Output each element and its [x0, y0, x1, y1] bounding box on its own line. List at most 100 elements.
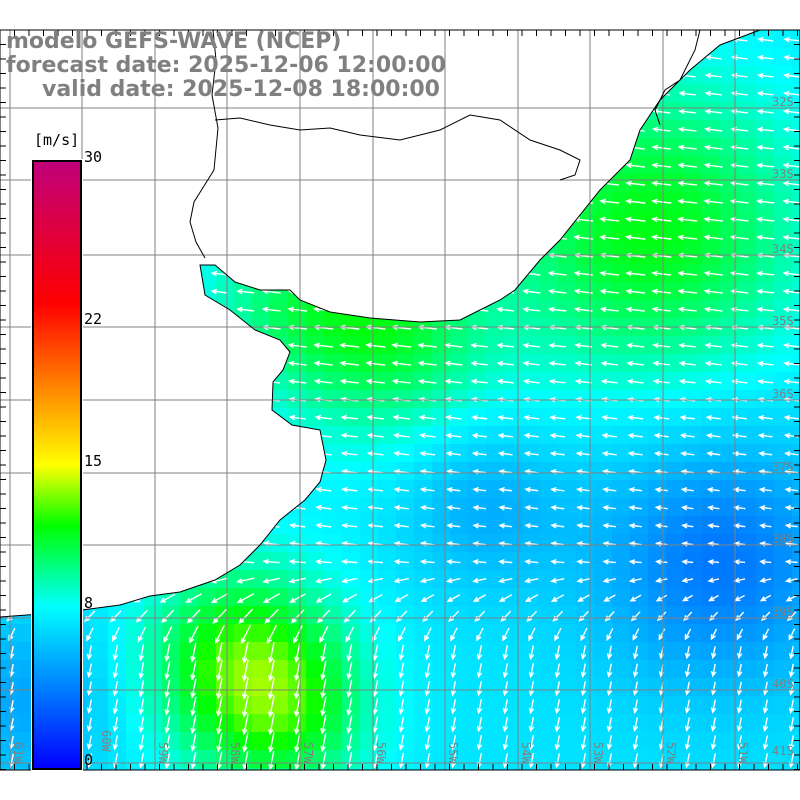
wind-arrow	[707, 577, 720, 583]
wind-arrow	[236, 593, 255, 604]
wind-arrow	[107, 162, 124, 169]
speed-cell	[540, 210, 559, 229]
speed-cell	[594, 606, 613, 625]
speed-cell	[774, 696, 793, 715]
speed-cell	[666, 498, 685, 517]
wind-arrow	[290, 609, 305, 624]
wind-arrow	[496, 162, 514, 169]
speed-cell	[306, 156, 325, 175]
wind-arrow	[185, 522, 202, 529]
wind-arrow	[184, 577, 203, 584]
wind-arrow	[632, 735, 639, 751]
wind-arrow	[472, 577, 487, 584]
speed-cell	[630, 426, 649, 445]
speed-cell	[540, 714, 559, 733]
wind-arrow	[550, 504, 565, 511]
wind-arrow	[710, 646, 717, 660]
wind-arrow	[159, 270, 176, 277]
speed-cell	[756, 750, 775, 769]
speed-cell	[72, 768, 91, 770]
speed-cell	[0, 534, 19, 553]
speed-cell	[90, 606, 109, 625]
speed-cell	[270, 336, 289, 355]
speed-cell	[558, 156, 577, 175]
wind-arrow	[470, 288, 489, 295]
wind-arrow	[339, 306, 360, 313]
speed-cell	[486, 354, 505, 373]
wind-arrow	[680, 450, 695, 457]
speed-cell	[306, 732, 325, 751]
speed-cell	[522, 768, 541, 770]
wind-arrow	[263, 126, 280, 133]
speed-cell	[252, 210, 271, 229]
speed-cell	[432, 534, 451, 553]
wind-arrow	[600, 342, 619, 349]
lat-label: 32S	[772, 95, 794, 109]
wind-arrow	[732, 487, 746, 493]
wind-arrow	[190, 751, 197, 770]
speed-cell	[558, 48, 577, 67]
speed-cell	[612, 714, 631, 733]
wind-arrow	[632, 663, 639, 678]
speed-cell	[522, 228, 541, 247]
speed-cell	[738, 444, 757, 463]
speed-cell	[594, 174, 613, 193]
speed-cell	[486, 210, 505, 229]
wind-arrow	[424, 627, 432, 642]
speed-cell	[720, 84, 739, 103]
wind-arrow	[365, 288, 386, 295]
wind-arrow	[547, 288, 567, 295]
speed-cell	[450, 426, 469, 445]
wind-arrow	[496, 234, 515, 241]
wind-arrow	[164, 643, 171, 663]
speed-cell	[432, 606, 451, 625]
speed-cell	[324, 660, 343, 679]
wind-arrow	[107, 414, 124, 421]
wind-arrow	[262, 360, 281, 367]
speed-cell	[576, 102, 595, 121]
wind-arrow	[446, 594, 461, 603]
wind-arrow	[210, 306, 228, 313]
wind-arrow	[450, 680, 457, 697]
speed-cell	[90, 174, 109, 193]
wind-arrow	[444, 414, 462, 421]
speed-cell	[144, 606, 163, 625]
wind-arrow	[398, 627, 406, 642]
speed-cell	[432, 300, 451, 319]
speed-cell	[558, 534, 577, 553]
wind-arrow	[470, 360, 489, 367]
lat-label: 37S	[772, 460, 794, 474]
speed-cell	[720, 228, 739, 247]
wind-arrow	[392, 198, 410, 205]
speed-cell	[720, 336, 739, 355]
speed-cell	[108, 624, 127, 643]
wind-arrow	[418, 216, 436, 223]
speed-cell	[648, 696, 667, 715]
speed-cell	[306, 228, 325, 247]
wind-arrow	[554, 663, 561, 679]
speed-cell	[774, 48, 793, 67]
wind-arrow	[112, 753, 119, 769]
speed-cell	[486, 516, 505, 535]
wind-arrow	[138, 734, 145, 751]
wind-arrow	[756, 198, 775, 205]
wind-arrow	[785, 594, 798, 602]
wind-arrow	[3, 144, 19, 151]
wind-arrow	[133, 342, 150, 349]
wind-arrow	[684, 663, 691, 678]
speed-cell	[522, 732, 541, 751]
wind-arrow	[81, 360, 98, 367]
wind-arrow	[340, 432, 358, 439]
speed-cell	[774, 642, 793, 661]
speed-cell	[648, 30, 667, 49]
wind-arrow	[554, 645, 561, 661]
speed-cell	[396, 372, 415, 391]
speed-cell	[450, 588, 469, 607]
speed-cell	[540, 48, 559, 67]
speed-cell	[306, 660, 325, 679]
speed-cell	[234, 192, 253, 211]
speed-cell	[720, 264, 739, 283]
speed-cell	[198, 336, 217, 355]
wind-arrow	[602, 522, 617, 529]
speed-cell	[126, 282, 145, 301]
